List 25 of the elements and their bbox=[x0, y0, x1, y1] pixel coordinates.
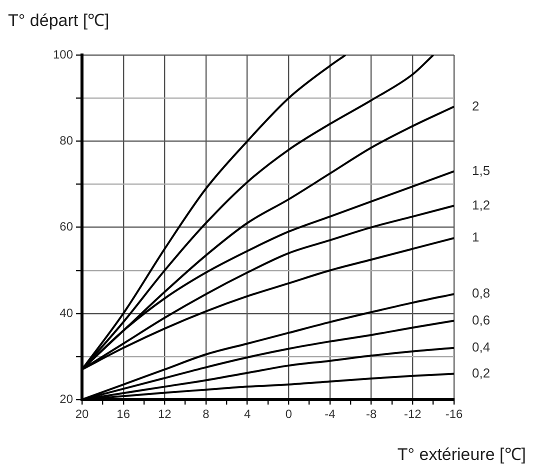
series-label: 0,8 bbox=[472, 286, 490, 301]
x-tick-label: 16 bbox=[116, 407, 130, 422]
x-tick-label: 0 bbox=[285, 407, 292, 422]
series-label: 0,6 bbox=[472, 312, 490, 328]
series-label: 2 bbox=[472, 98, 480, 114]
x-tick-label: 8 bbox=[202, 407, 210, 422]
series-label: 0,4 bbox=[472, 339, 490, 354]
x-tick-label: -4 bbox=[324, 407, 336, 422]
x-tick-label: 20 bbox=[75, 407, 90, 422]
series-label: 1 bbox=[472, 230, 480, 245]
y-tick-label: 20 bbox=[60, 392, 74, 406]
series-label: 1,2 bbox=[472, 197, 490, 212]
y-tick-label: 40 bbox=[60, 306, 74, 320]
x-tick-label: 12 bbox=[158, 407, 172, 422]
y-tick-label: 80 bbox=[60, 133, 74, 148]
series-label: 1,5 bbox=[472, 162, 490, 178]
series-label: 0,2 bbox=[472, 365, 490, 380]
x-tick-label: -16 bbox=[445, 407, 463, 422]
x-tick-label: 4 bbox=[244, 407, 251, 422]
x-axis-title: T° extérieure [℃] bbox=[397, 444, 526, 465]
x-tick-label: -12 bbox=[404, 407, 422, 422]
y-tick-label: 100 bbox=[52, 47, 74, 62]
x-tick-label: -8 bbox=[366, 407, 377, 422]
y-axis-title: T° départ [℃] bbox=[8, 10, 110, 31]
y-tick-label: 60 bbox=[60, 220, 74, 234]
